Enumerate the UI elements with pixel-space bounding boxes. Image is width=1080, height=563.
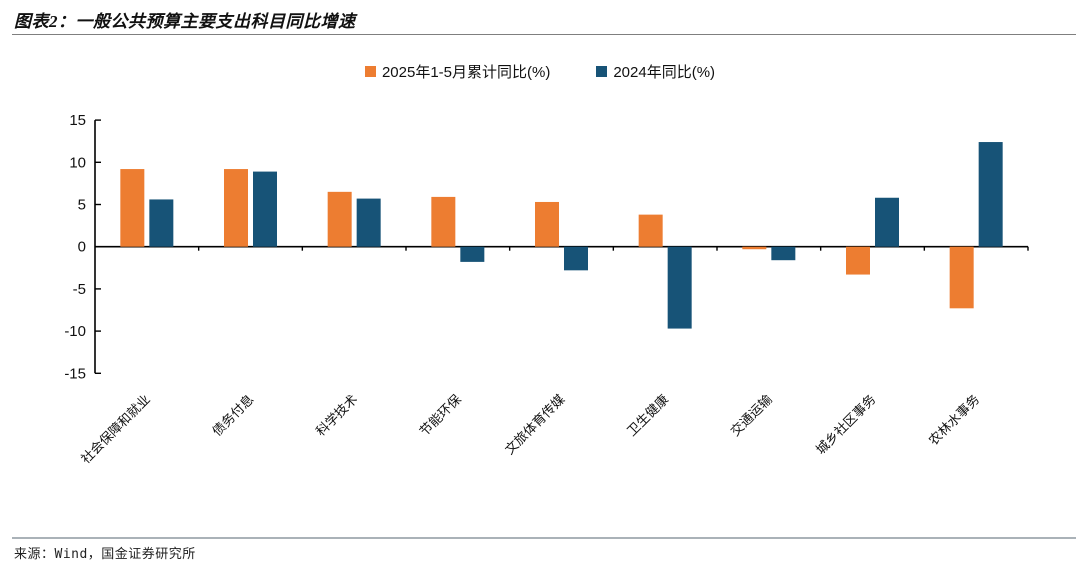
x-category-label: 债务付息 (209, 392, 256, 439)
bar-series-0-4 (535, 201, 559, 247)
bar-series-0-2 (327, 191, 352, 247)
y-tick-label: -15 (64, 365, 86, 382)
source-note: 来源：Wind，国金证券研究所 (14, 547, 196, 562)
bar-series-0-8 (949, 246, 974, 309)
chart-title: 图表2：一般公共预算主要支出科目同比增速 (14, 12, 356, 31)
bar-series-1-8 (978, 142, 1003, 247)
bar-series-0-3 (431, 196, 456, 247)
bar-series-1-4 (564, 246, 588, 271)
bar-series-1-7 (875, 197, 899, 247)
legend-label-2025: 2025年1-5月累计同比(%) (381, 64, 551, 81)
legend-swatch-blue (596, 66, 608, 77)
y-tick-label: 10 (69, 154, 86, 171)
x-category-label: 卫生健康 (624, 392, 671, 439)
x-category-label: 城乡社区事务 (813, 392, 879, 458)
legend-item-2025: 2025年1-5月累计同比(%) (364, 61, 551, 82)
footer-divider (12, 537, 1076, 539)
x-category-label: 交通运输 (728, 392, 775, 439)
x-category-label: 文旅体育传媒 (502, 392, 568, 458)
bar-series-1-0 (149, 199, 174, 247)
x-category-label: 科学技术 (313, 392, 360, 439)
bar-series-1-1 (253, 171, 277, 247)
bar-series-0-5 (638, 214, 663, 247)
bar-series-0-0 (120, 169, 145, 247)
legend-swatch-orange (364, 66, 376, 77)
y-tick-label: 15 (69, 112, 86, 129)
bar-series-0-1 (224, 169, 248, 247)
legend-item-2024: 2024年同比(%) (596, 61, 715, 82)
bar-series-1-5 (667, 246, 692, 329)
legend-label-2024: 2024年同比(%) (613, 64, 716, 81)
x-category-label: 社会保障和就业 (78, 392, 153, 467)
bar-series-0-7 (846, 246, 870, 275)
bar-series-0-6 (742, 246, 767, 250)
x-category-label: 节能环保 (417, 392, 464, 439)
y-tick-label: 5 (78, 197, 86, 214)
title-divider (12, 34, 1076, 35)
bar-series-1-3 (460, 246, 485, 262)
y-tick-label: -10 (64, 323, 86, 340)
bar-series-1-2 (356, 198, 381, 247)
x-category-label: 农林水事务 (926, 392, 983, 449)
bar-series-1-6 (771, 246, 796, 261)
y-tick-label: 0 (78, 239, 86, 256)
y-tick-label: -5 (73, 281, 86, 298)
chart-legend: 2025年1-5月累计同比(%) 2024年同比(%) (0, 61, 1080, 82)
